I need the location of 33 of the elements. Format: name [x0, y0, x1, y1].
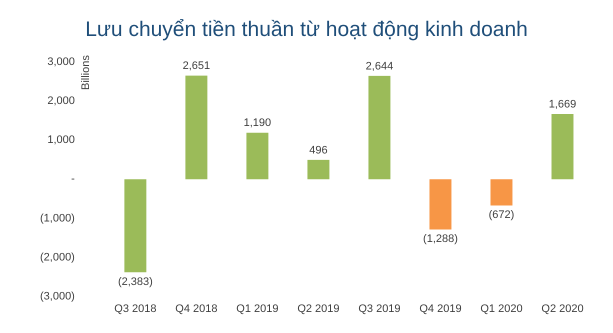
x-tick-label: Q4 2019: [419, 303, 462, 316]
bar: [124, 179, 146, 272]
data-label: 1,190: [244, 117, 272, 130]
y-tick-label: (1,000): [40, 212, 75, 224]
data-label: (1,288): [423, 233, 458, 246]
x-tick-label: Q2 2020: [541, 303, 584, 316]
bar: [307, 160, 330, 180]
y-tick-label: -: [71, 173, 76, 186]
bar: [246, 132, 268, 180]
data-label: (672): [488, 208, 514, 221]
y-axis-title: Billions: [80, 55, 92, 90]
x-tick-label: Q1 2020: [480, 303, 523, 316]
x-tick-label: Q3 2019: [358, 303, 401, 316]
bar: [552, 114, 574, 180]
y-tick-label: (3,000): [40, 290, 75, 302]
bar: [185, 76, 208, 180]
x-tick-label: Q2 2019: [297, 303, 340, 316]
bar: [368, 76, 390, 180]
data-label: 496: [309, 144, 328, 156]
data-label: 1,669: [548, 98, 576, 111]
y-tick-label: (2,000): [40, 251, 75, 264]
chart-title: Lưu chuyển tiền thuần từ hoạt động kinh doanh: [84, 18, 529, 42]
data-label: 2,651: [182, 60, 210, 72]
y-tick-label: 3,000: [47, 56, 75, 68]
y-tick-label: 2,000: [47, 95, 75, 108]
x-tick-label: Q1 2019: [236, 303, 278, 316]
bar: [490, 179, 512, 206]
bar: [429, 179, 452, 230]
x-tick-label: Q4 2018: [175, 303, 218, 316]
y-tick-label: 1,000: [47, 134, 75, 146]
x-tick-label: Q3 2018: [114, 303, 156, 316]
data-label: (2,383): [118, 276, 153, 288]
data-label: 2,644: [366, 60, 394, 72]
